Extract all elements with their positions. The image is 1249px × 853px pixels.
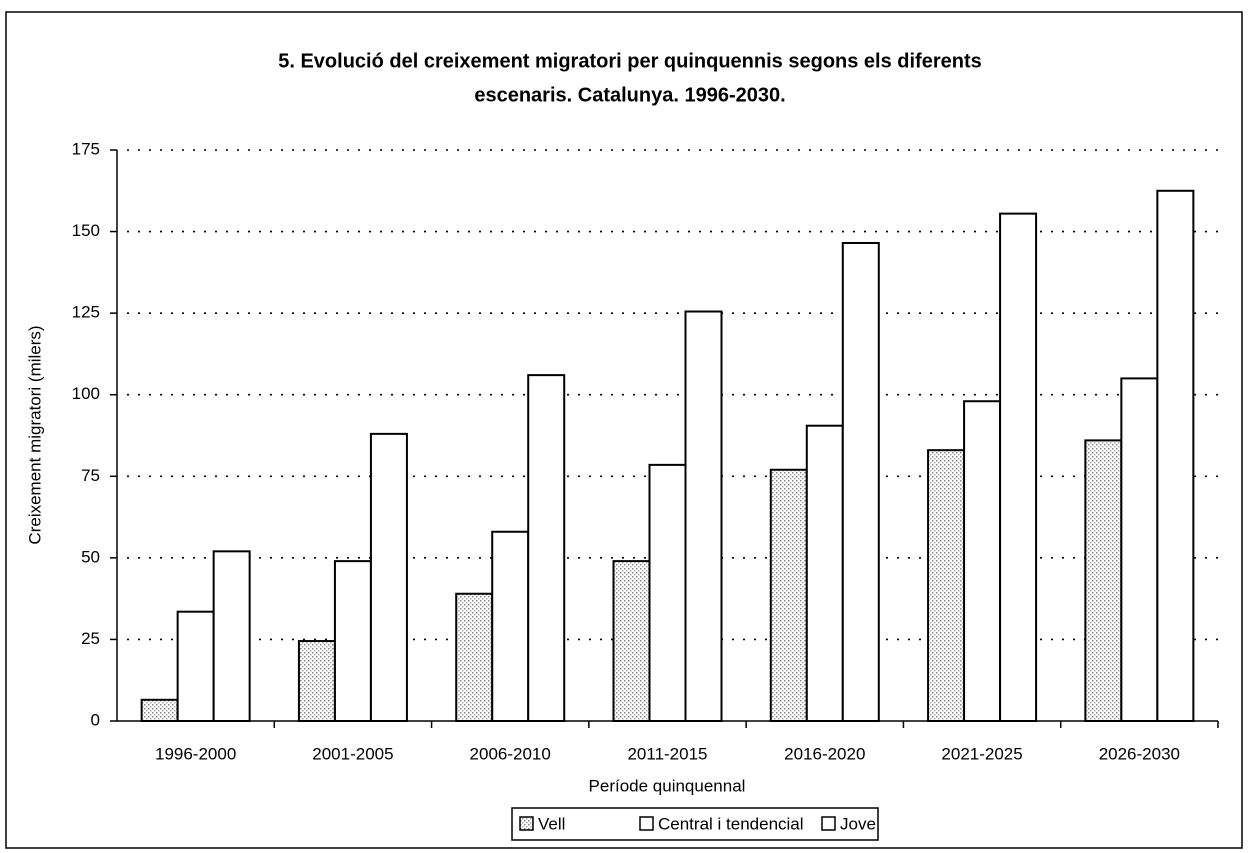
bar <box>1156 189 1195 723</box>
bar <box>1084 439 1123 722</box>
y-axis-label: Creixement migratori (milers) <box>25 325 44 544</box>
bar <box>1120 377 1159 722</box>
chart-title: 5. Evolució del creixement migratori per… <box>278 50 982 72</box>
y-tick-label: 50 <box>81 547 100 566</box>
bar <box>612 560 651 722</box>
x-tick-label: 2026-2030 <box>1099 744 1180 763</box>
legend-swatch <box>639 816 654 831</box>
bar <box>999 212 1038 723</box>
frame <box>5 11 1243 849</box>
y-tick-label: 0 <box>91 710 100 729</box>
x-tick-label: 1996-2000 <box>155 744 236 763</box>
bar <box>176 610 215 722</box>
legend-box <box>511 807 879 841</box>
bar <box>648 463 687 722</box>
bar <box>333 560 372 722</box>
legend-label: Vell <box>538 814 565 833</box>
bar <box>455 592 494 723</box>
legend-label: Jove <box>840 814 876 833</box>
bar <box>212 550 251 722</box>
y-tick-label: 75 <box>81 466 100 485</box>
y-tick-label: 100 <box>72 384 100 403</box>
bar <box>769 468 808 723</box>
x-tick-label: 2016-2020 <box>784 744 865 763</box>
legend-swatch <box>821 816 836 831</box>
bar <box>527 374 566 722</box>
chart-title: escenaris. Catalunya. 1996-2030. <box>474 84 785 106</box>
bar <box>297 640 336 722</box>
bar <box>927 449 966 722</box>
x-tick-label: 2011-2015 <box>627 744 707 763</box>
legend-swatch <box>519 816 534 831</box>
x-tick-label: 2001-2005 <box>312 744 393 763</box>
x-tick-label: 2006-2010 <box>470 744 551 763</box>
y-tick-label: 150 <box>72 221 100 240</box>
y-tick-label: 125 <box>72 303 100 322</box>
bar <box>684 310 723 722</box>
y-tick-label: 25 <box>81 629 100 648</box>
bar <box>491 530 530 722</box>
y-tick-label: 175 <box>72 139 100 158</box>
bar <box>369 432 408 722</box>
x-axis-label: Període quinquennal <box>589 776 746 795</box>
bar <box>963 400 1002 722</box>
x-tick-label: 2021-2025 <box>941 744 1022 763</box>
bar <box>805 424 844 722</box>
legend-label: Central i tendencial <box>658 814 804 833</box>
bar <box>841 241 880 722</box>
bar <box>140 698 179 723</box>
